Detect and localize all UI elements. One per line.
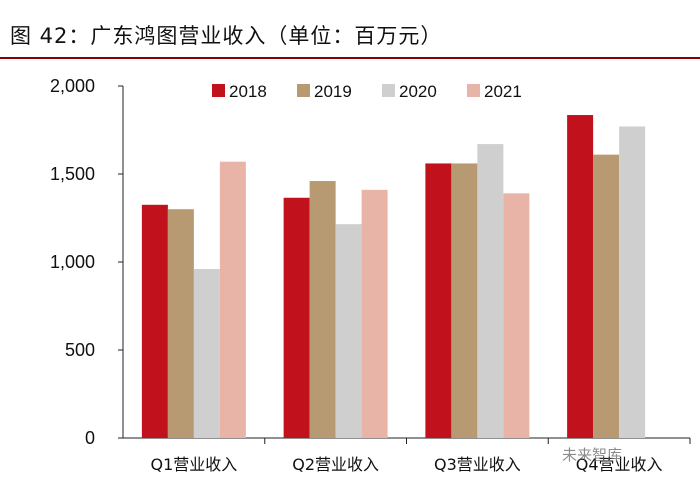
bar-2020-1	[193, 269, 220, 438]
bar-2021-2	[361, 189, 388, 438]
title-divider	[0, 57, 700, 59]
y-tick-label: 2,000	[50, 76, 95, 96]
x-category-label: Q4营业收入	[576, 455, 663, 474]
bar-2018-2	[283, 197, 310, 438]
axis-labels: 0 500 1,000 1,500 2,000 Q1营业收入 Q2营业收入 Q3营业收入 Q4营…	[50, 76, 663, 474]
legend-label-2021: 2021	[484, 82, 522, 101]
bar-2021-1	[219, 161, 246, 438]
legend-label-2019: 2019	[314, 82, 352, 101]
bar-2020-2	[335, 224, 362, 438]
bar-2019-3	[451, 163, 478, 438]
chart-title: 图 42：广东鸿图营业收入（单位：百万元）	[10, 24, 443, 48]
y-tick-label: 0	[85, 428, 95, 448]
bar-2019-2	[309, 181, 336, 439]
bar-2019-4	[593, 154, 620, 438]
y-tick-label: 500	[65, 340, 95, 360]
x-category-label: Q1营业收入	[150, 455, 237, 474]
legend-swatch-2018	[212, 84, 225, 97]
x-category-label: Q2营业收入	[292, 455, 379, 474]
watermark: 未来智库	[562, 446, 623, 464]
legend-label-2020: 2020	[399, 82, 437, 101]
bar-2021-3	[503, 193, 530, 438]
legend-label-2018: 2018	[229, 82, 267, 101]
bar-2019-1	[167, 209, 194, 438]
bar-2018-3	[425, 163, 452, 438]
legend-swatch-2020	[382, 84, 395, 97]
legend-swatch-2019	[297, 84, 310, 97]
bar-2018-4	[567, 115, 594, 438]
legend-swatch-2021	[467, 84, 480, 97]
bar-2018-1	[141, 204, 168, 438]
y-tick-label: 1,500	[50, 164, 95, 184]
x-category-label: Q3营业收入	[434, 455, 521, 474]
bars	[141, 115, 646, 439]
bar-2020-3	[477, 144, 504, 438]
bar-2020-4	[619, 126, 646, 438]
legend: 2018 2019 2020 2021	[212, 82, 522, 101]
y-tick-label: 1,000	[50, 252, 95, 272]
